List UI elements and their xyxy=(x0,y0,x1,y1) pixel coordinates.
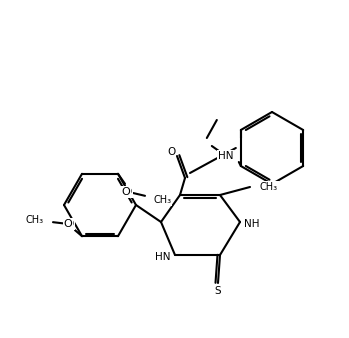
Text: S: S xyxy=(215,286,221,296)
Text: HN: HN xyxy=(218,151,233,161)
Text: O: O xyxy=(225,153,233,163)
Text: CH₃: CH₃ xyxy=(260,182,278,192)
Text: CH₃: CH₃ xyxy=(26,215,44,225)
Text: O: O xyxy=(64,219,72,229)
Text: O: O xyxy=(124,187,132,197)
Text: NH: NH xyxy=(244,219,260,229)
Text: HN: HN xyxy=(155,252,171,262)
Text: O: O xyxy=(121,187,131,197)
Text: O: O xyxy=(66,219,74,229)
Text: CH₃: CH₃ xyxy=(153,195,171,205)
Text: O: O xyxy=(167,147,175,157)
